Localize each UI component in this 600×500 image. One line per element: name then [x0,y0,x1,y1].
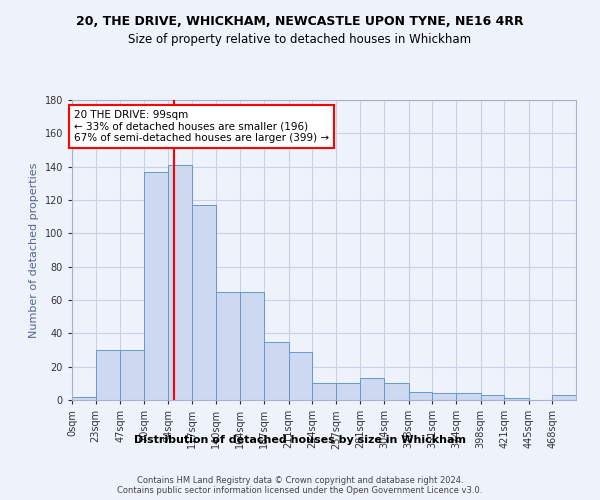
Bar [120,350,144,400]
Bar [384,384,409,400]
Text: Distribution of detached houses by size in Whickham: Distribution of detached houses by size … [134,435,466,445]
Y-axis label: Number of detached properties: Number of detached properties [29,162,39,338]
Bar [409,392,432,400]
Text: 20, THE DRIVE, WHICKHAM, NEWCASTLE UPON TYNE, NE16 4RR: 20, THE DRIVE, WHICKHAM, NEWCASTLE UPON … [76,15,524,28]
Bar [289,352,312,400]
Bar [169,165,192,400]
Bar [481,395,504,400]
Bar [241,292,264,400]
Bar [72,396,95,400]
Text: Size of property relative to detached houses in Whickham: Size of property relative to detached ho… [128,32,472,46]
Bar [361,378,384,400]
Bar [216,292,241,400]
Bar [192,205,216,400]
Bar [312,384,336,400]
Bar [336,384,361,400]
Text: 20 THE DRIVE: 99sqm
← 33% of detached houses are smaller (196)
67% of semi-detac: 20 THE DRIVE: 99sqm ← 33% of detached ho… [74,110,329,143]
Bar [264,342,289,400]
Bar [432,394,456,400]
Bar [553,395,576,400]
Bar [144,172,169,400]
Bar [504,398,529,400]
Bar [95,350,120,400]
Bar [456,394,481,400]
Text: Contains HM Land Registry data © Crown copyright and database right 2024.
Contai: Contains HM Land Registry data © Crown c… [118,476,482,495]
